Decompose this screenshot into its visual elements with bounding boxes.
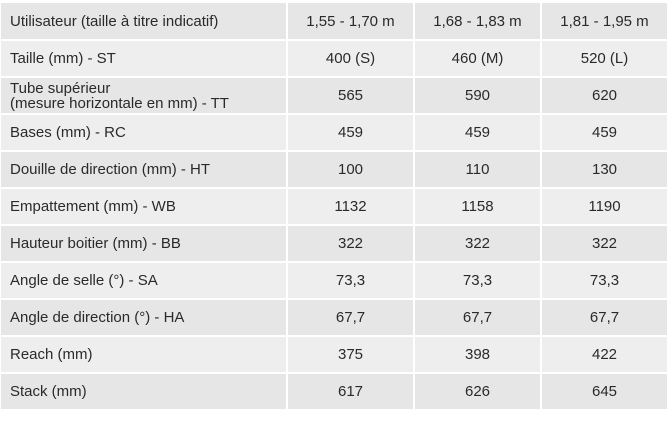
- table-row: Angle de selle (°) - SA 73,3 73,3 73,3: [1, 263, 667, 298]
- row-label: Angle de selle (°) - SA: [10, 272, 158, 289]
- geometry-table-body: Utilisateur (taille à titre indicatif) 1…: [1, 3, 667, 409]
- table-row: Stack (mm) 617 626 645: [1, 374, 667, 409]
- row-label: Angle de direction (°) - HA: [10, 309, 185, 326]
- header-size-small: 1,55 - 1,70 m: [288, 3, 413, 39]
- table-row: Tube supérieur (mesure horizontale en mm)…: [1, 78, 667, 113]
- row-value-cell: 617: [288, 374, 413, 409]
- row-label: Bases (mm) - RC: [10, 124, 126, 141]
- table-row: Bases (mm) - RC 459 459 459: [1, 115, 667, 150]
- row-value-cell: 626: [415, 374, 540, 409]
- row-label-cell: Tube supérieur (mesure horizontale en mm)…: [1, 78, 286, 113]
- table-row: Angle de direction (°) - HA 67,7 67,7 67,7: [1, 300, 667, 335]
- row-label-cell: Empattement (mm) - WB: [1, 189, 286, 224]
- table-header-row: Utilisateur (taille à titre indicatif) 1…: [1, 3, 667, 39]
- row-value-cell: 375: [288, 337, 413, 372]
- row-label-cell: Angle de direction (°) - HA: [1, 300, 286, 335]
- row-label: Tube supérieur: [10, 79, 111, 97]
- row-value-cell: 645: [542, 374, 667, 409]
- row-value-cell: 1132: [288, 189, 413, 224]
- row-value-cell: 398: [415, 337, 540, 372]
- row-value-cell: 73,3: [415, 263, 540, 298]
- row-value-cell: 322: [288, 226, 413, 261]
- header-size-large: 1,81 - 1,95 m: [542, 3, 667, 39]
- row-value-cell: 459: [415, 115, 540, 150]
- row-value-cell: 67,7: [542, 300, 667, 335]
- row-value-cell: 422: [542, 337, 667, 372]
- row-label-cell: Angle de selle (°) - SA: [1, 263, 286, 298]
- row-value-cell: 110: [415, 152, 540, 187]
- header-label-cell: Utilisateur (taille à titre indicatif): [1, 3, 286, 39]
- row-label-cell: Stack (mm): [1, 374, 286, 409]
- row-value-cell: 459: [288, 115, 413, 150]
- row-label-cell: Taille (mm) - ST: [1, 41, 286, 76]
- row-value-cell: 130: [542, 152, 667, 187]
- row-value-cell: 322: [415, 226, 540, 261]
- row-value-cell: 565: [288, 78, 413, 113]
- row-value-cell: 400 (S): [288, 41, 413, 76]
- row-value-cell: 67,7: [288, 300, 413, 335]
- row-value-cell: 73,3: [542, 263, 667, 298]
- row-value-cell: 520 (L): [542, 41, 667, 76]
- row-label-cell: Bases (mm) - RC: [1, 115, 286, 150]
- geometry-table: Utilisateur (taille à titre indicatif) 1…: [0, 1, 669, 411]
- row-label: Taille (mm) - ST: [10, 50, 116, 67]
- row-label: Empattement (mm) - WB: [10, 198, 176, 215]
- row-label: Reach (mm): [10, 346, 93, 363]
- row-value-cell: 100: [288, 152, 413, 187]
- row-label-cell: Hauteur boitier (mm) - BB: [1, 226, 286, 261]
- header-size-medium: 1,68 - 1,83 m: [415, 3, 540, 39]
- row-label: (mesure horizontale en mm) - TT: [10, 94, 229, 112]
- row-value-cell: 590: [415, 78, 540, 113]
- row-value-cell: 322: [542, 226, 667, 261]
- row-value-cell: 460 (M): [415, 41, 540, 76]
- table-row: Reach (mm) 375 398 422: [1, 337, 667, 372]
- row-label: Douille de direction (mm) - HT: [10, 161, 211, 178]
- table-row: Hauteur boitier (mm) - BB 322 322 322: [1, 226, 667, 261]
- row-value-cell: 459: [542, 115, 667, 150]
- header-label: Utilisateur (taille à titre indicatif): [10, 12, 219, 30]
- row-label-cell: Reach (mm): [1, 337, 286, 372]
- row-value-cell: 1158: [415, 189, 540, 224]
- row-value-cell: 67,7: [415, 300, 540, 335]
- table-row: Douille de direction (mm) - HT 100 110 130: [1, 152, 667, 187]
- table-row: Empattement (mm) - WB 1132 1158 1190: [1, 189, 667, 224]
- row-value-cell: 73,3: [288, 263, 413, 298]
- table-row: Taille (mm) - ST 400 (S) 460 (M) 520 (L): [1, 41, 667, 76]
- row-value-cell: 620: [542, 78, 667, 113]
- row-label: Stack (mm): [10, 383, 87, 400]
- row-value-cell: 1190: [542, 189, 667, 224]
- row-label: Hauteur boitier (mm) - BB: [10, 235, 181, 252]
- row-label-cell: Douille de direction (mm) - HT: [1, 152, 286, 187]
